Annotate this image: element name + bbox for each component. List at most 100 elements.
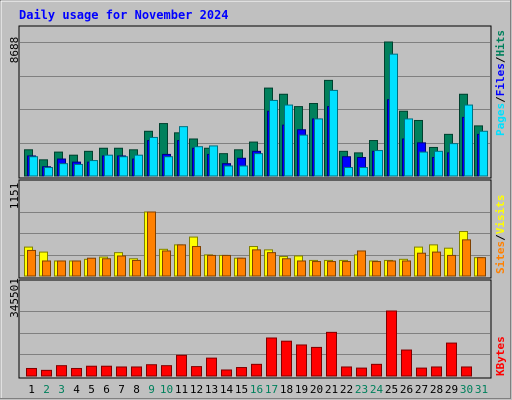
day-label: 11 (175, 383, 188, 396)
pages-bar (224, 165, 233, 177)
sites-bar (312, 261, 321, 277)
sites-bar (327, 261, 336, 277)
pages-bar (404, 118, 413, 177)
kbytes-bar (446, 342, 457, 377)
day-label: 21 (325, 383, 338, 396)
sites-bar (27, 249, 36, 277)
kbytes-bar (101, 365, 112, 377)
pages-bar (479, 130, 488, 177)
pages-bar (434, 150, 443, 177)
kbytes-bar (251, 363, 262, 377)
sites-bar (297, 260, 306, 277)
day-label: 25 (385, 383, 398, 396)
kbytes-bar (161, 365, 172, 377)
pages-bar (374, 150, 383, 177)
day-label: 10 (160, 383, 173, 396)
kbytes-bar (236, 367, 247, 377)
kbytes-bar (56, 365, 67, 377)
kbytes-bar (326, 331, 337, 377)
sites-bar (192, 246, 201, 277)
sites-bar (342, 261, 351, 277)
kbytes-bar (131, 366, 142, 377)
day-label: 20 (310, 383, 323, 396)
pages-bar (89, 160, 98, 177)
sites-bar (72, 260, 81, 277)
legend-visits-sites: Sites/Visits (494, 195, 507, 275)
kbytes-bar (41, 369, 52, 377)
day-label: 26 (400, 383, 413, 396)
sites-bar (447, 254, 456, 277)
day-label: 28 (430, 383, 443, 396)
kbytes-bar (371, 363, 382, 377)
pages-bar (284, 104, 293, 177)
kbytes-bar (296, 344, 307, 377)
legend-hits: Hits (494, 30, 507, 57)
day-label: 5 (88, 383, 95, 396)
day-label: 27 (415, 383, 428, 396)
kbytes-bar (266, 337, 277, 377)
legend-files: Files (494, 63, 507, 96)
sites-bar (57, 260, 66, 277)
day-label: 2 (43, 383, 50, 396)
legend-pages: Pages (494, 103, 507, 136)
pages-bar (239, 165, 248, 177)
kbytes-bar (431, 366, 442, 377)
day-label: 17 (265, 383, 278, 396)
sites-bar (222, 254, 231, 277)
sites-bar (237, 257, 246, 277)
pages-bar (389, 53, 398, 177)
sites-bar (402, 260, 411, 277)
day-label: 4 (73, 383, 80, 396)
pages-bar (179, 126, 188, 177)
day-label: 24 (370, 383, 384, 396)
kbytes-bar (71, 367, 82, 377)
pages-bar (254, 153, 263, 177)
kbytes-bar (401, 349, 412, 377)
pages-bar (194, 146, 203, 177)
legend-sep-3: / (494, 234, 507, 241)
pages-bar (449, 143, 458, 177)
sites-bar (432, 251, 441, 277)
sites-bar (177, 244, 186, 277)
day-label: 12 (190, 383, 203, 396)
legend-hits-files-pages: Pages/Files/Hits (494, 30, 507, 136)
sites-bar (417, 252, 426, 277)
panel-kbytes (18, 279, 492, 379)
sites-bar (117, 255, 126, 277)
kbytes-bar (26, 367, 37, 377)
kbytes-bar (206, 357, 217, 377)
day-label: 3 (58, 383, 65, 396)
day-label: 31 (475, 383, 488, 396)
day-label: 18 (280, 383, 293, 396)
pages-bar (329, 89, 338, 177)
legend-sep-1: / (494, 96, 507, 103)
day-label: 16 (250, 383, 263, 396)
day-label: 9 (148, 383, 155, 396)
pages-bar (314, 118, 323, 177)
pages-bar (419, 151, 428, 177)
sites-bar (357, 250, 366, 277)
day-label: 29 (445, 383, 458, 396)
day-label: 23 (355, 383, 368, 396)
sites-bar (267, 252, 276, 277)
kbytes-bar (191, 366, 202, 377)
sites-bar (387, 260, 396, 277)
legend-visits: Visits (494, 195, 507, 235)
day-label: 15 (235, 383, 248, 396)
kbytes-bar (281, 340, 292, 377)
pages-bar (164, 156, 173, 177)
sites-bar (162, 250, 171, 277)
sites-bar (252, 249, 261, 277)
sites-bar (207, 254, 216, 277)
day-label: 13 (205, 383, 218, 396)
kbytes-bar (221, 369, 232, 377)
kbytes-bar (356, 367, 367, 377)
pages-bar (59, 163, 68, 177)
kbytes-y-max-label: 345501 (8, 278, 21, 318)
kbytes-bar (176, 354, 187, 377)
day-label: 8 (133, 383, 140, 396)
kbytes-bar (386, 310, 397, 377)
day-label: 6 (103, 383, 110, 396)
pages-bar (104, 154, 113, 177)
